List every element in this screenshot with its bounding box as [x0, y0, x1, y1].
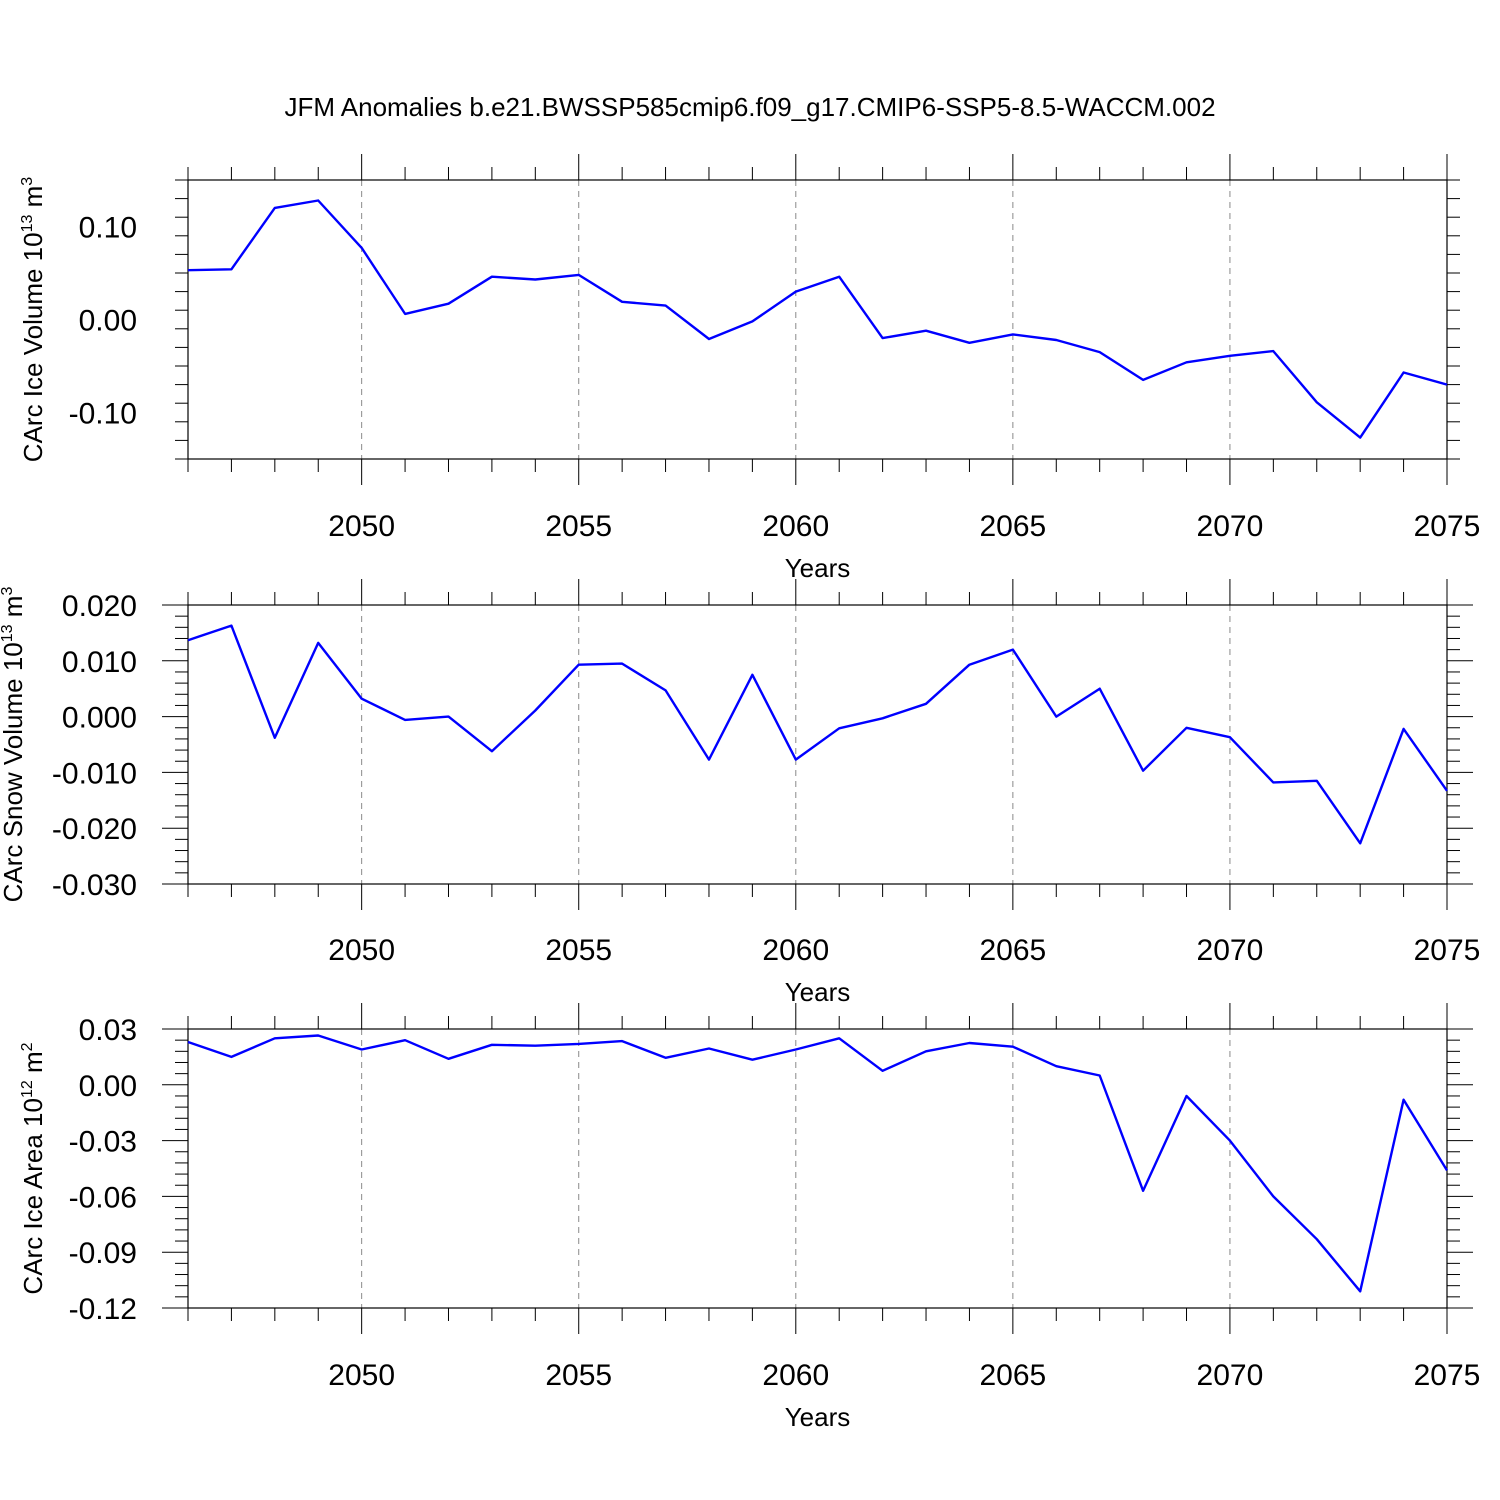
x-tick-label: 2075 — [1414, 510, 1481, 543]
y-tick-label: 0.020 — [62, 590, 137, 623]
y-axis-label: CArc Ice Volume 1013 m3 — [18, 177, 48, 462]
y-tick-label: -0.09 — [69, 1237, 137, 1270]
y-axis-label: CArc Snow Volume 1013 m3 — [0, 587, 28, 903]
y-tick-label: -0.020 — [52, 813, 137, 846]
y-tick-label: 0.010 — [62, 646, 137, 679]
x-tick-label: 2055 — [545, 1359, 612, 1392]
x-tick-label: 2060 — [762, 1359, 829, 1392]
series-line-ice-area — [187, 1034, 1449, 1293]
x-tick-label: 2070 — [1197, 1359, 1264, 1392]
y-tick-label: 0.03 — [79, 1014, 137, 1047]
y-axis-label-part: CArc Ice Area 10 — [18, 1098, 48, 1295]
y-tick-label: -0.030 — [52, 869, 137, 902]
y-axis-label-part: 3 — [19, 177, 36, 186]
x-tick-label: 2050 — [328, 1359, 395, 1392]
y-axis-label-part: CArc Ice Volume 10 — [18, 232, 48, 462]
y-axis-label-part: 3 — [0, 587, 16, 596]
x-tick-label: 2060 — [762, 510, 829, 543]
y-tick-label: -0.10 — [69, 398, 137, 431]
series-line-snow-volume — [187, 624, 1448, 845]
x-tick-label: 2070 — [1197, 934, 1264, 967]
x-tick-label: 2055 — [545, 510, 612, 543]
x-tick-label: 2050 — [328, 510, 395, 543]
x-axis-label: Years — [785, 977, 851, 1007]
x-axis-label: Years — [785, 1402, 851, 1432]
y-axis-label-part: 13 — [0, 624, 16, 642]
plot-frame — [187, 179, 1448, 460]
y-tick-label: 0.00 — [79, 305, 137, 338]
x-tick-label: 2065 — [979, 510, 1046, 543]
y-tick-label: -0.010 — [52, 757, 137, 790]
y-axis-label-part: CArc Snow Volume 10 — [0, 642, 28, 902]
series-line-ice-volume — [187, 199, 1448, 439]
x-tick-label: 2060 — [762, 934, 829, 967]
panel-snow-volume: -0.030 -0.020 -0.010 0.000 0.010 0.020 2050 205… — [0, 579, 1480, 1007]
y-axis-label: CArc Ice Area 1012 m2 — [18, 1042, 48, 1294]
y-tick-label: 0.000 — [62, 702, 137, 735]
y-axis-label-part: m — [18, 186, 48, 215]
x-tick-label: 2075 — [1414, 1359, 1481, 1392]
chart-title: JFM Anomalies b.e21.BWSSP585cmip6.f09_g1… — [284, 92, 1215, 122]
panel-ice-volume: -0.10 0.00 0.10 2050 2055 2060 2065 2070 2075 Yea… — [18, 154, 1480, 583]
plot-frame — [187, 1028, 1448, 1309]
y-axis-label-part: m — [18, 1051, 48, 1080]
y-tick-label: -0.12 — [69, 1293, 137, 1326]
panels: -0.10 0.00 0.10 2050 2055 2060 2065 2070 2075 Yea… — [0, 154, 1480, 1432]
y-axis-label-part: 12 — [19, 1080, 36, 1098]
panel-ice-area: -0.12 -0.09 -0.06 -0.03 0.00 0.03 2050 2055 2060… — [18, 1003, 1480, 1432]
x-tick-label: 2050 — [328, 934, 395, 967]
y-tick-label: -0.03 — [69, 1126, 137, 1159]
x-tick-label: 2055 — [545, 934, 612, 967]
y-axis-label-part: 2 — [19, 1042, 36, 1051]
x-tick-label: 2065 — [979, 1359, 1046, 1392]
y-tick-label: 0.10 — [79, 212, 137, 245]
x-axis-label: Years — [785, 553, 851, 583]
x-tick-label: 2065 — [979, 934, 1046, 967]
y-axis-label-part: 13 — [19, 215, 36, 233]
y-axis-label-part: m — [0, 596, 28, 625]
y-tick-label: 0.00 — [79, 1070, 137, 1103]
x-tick-label: 2070 — [1197, 510, 1264, 543]
x-tick-label: 2075 — [1414, 934, 1481, 967]
y-tick-label: -0.06 — [69, 1181, 137, 1214]
plot-frame — [187, 604, 1448, 885]
